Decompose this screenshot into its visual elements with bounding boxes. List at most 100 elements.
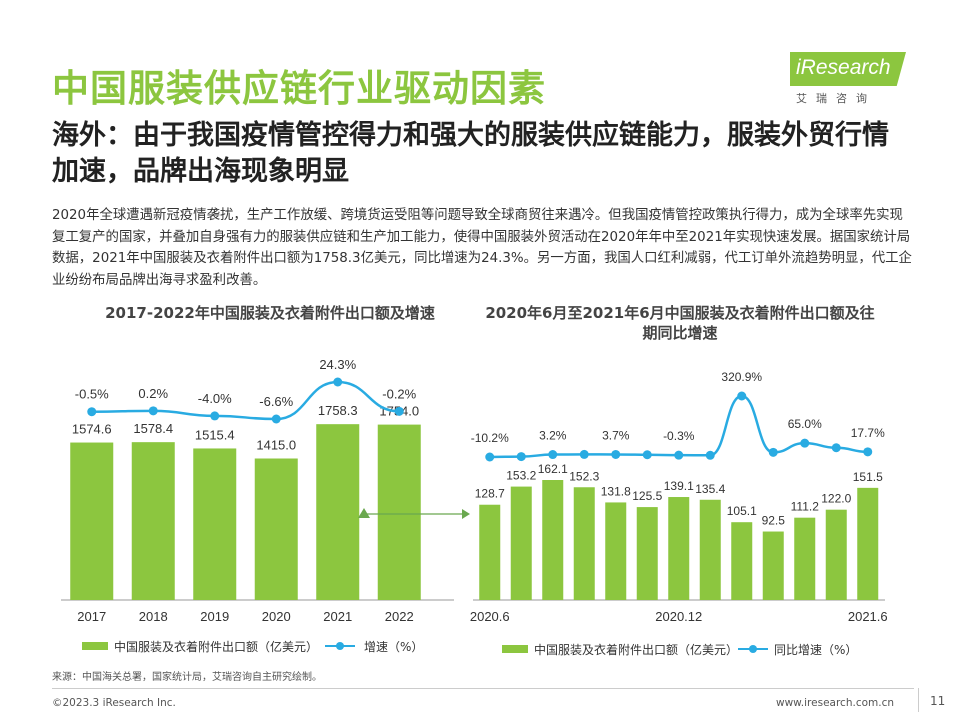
footer-divider — [52, 688, 914, 689]
chart1-growth-label-2022: -0.2% — [382, 386, 416, 401]
chart1-tick-2017: 2017 — [77, 609, 106, 624]
chart1-tick-2020: 2020 — [262, 609, 291, 624]
chart1-growth-point-2018 — [148, 406, 158, 416]
chart2-bar-label-2021.2: 105.1 — [727, 504, 757, 518]
logo-badge — [790, 52, 906, 86]
page-subtitle: 海外：由于我国疫情管控得力和强大的服装供应链能力，服装外贸行情加速，品牌出海现象… — [52, 120, 889, 187]
chart1-title: 2017-2022年中国服装及衣着附件出口额及增速 — [105, 304, 435, 322]
page-number: 11 — [930, 694, 946, 708]
chart2-growth-label-2021.4: 65.0% — [788, 417, 822, 431]
chart2-bar-label-2020.8: 162.1 — [538, 462, 568, 476]
chart2-bar-2021.1 — [699, 499, 721, 600]
source-note: 来源：中国海关总署，国家统计局，艾瑞咨询自主研究绘制。 — [52, 672, 322, 683]
chart2-bar-2021.5 — [825, 509, 847, 600]
chart1-bar-2022 — [377, 424, 421, 600]
chart2-growth-point-2021.5 — [831, 443, 841, 453]
chart2-bar-label-2020.6: 128.7 — [475, 487, 505, 501]
chart1-bar-2017 — [70, 442, 114, 600]
chart1-growth-label-2021: 24.3% — [319, 357, 356, 372]
chart2-bar-2020.11 — [636, 507, 658, 600]
footer-separator — [918, 688, 919, 712]
chart2-bar-2021.6 — [857, 487, 879, 600]
chart2-bar-2020.12 — [668, 497, 690, 600]
chart2-title: 2020年6月至2021年6月中国服装及衣着附件出口额及往期同比增速 — [485, 304, 875, 342]
chart2-bar-2021.4 — [794, 517, 816, 600]
chart1-bar-label-2018: 1578.4 — [133, 421, 173, 436]
chart2-bar-label-2021.4: 111.2 — [791, 500, 820, 514]
chart2-bar-label-2021.3: 92.5 — [762, 514, 786, 528]
chart2-bar-label-2020.11: 125.5 — [632, 489, 662, 503]
chart1-growth-label-2020: -6.6% — [259, 394, 293, 409]
chart2-growth-point-2020.6 — [485, 452, 495, 462]
chart2-growth-point-2020.11 — [642, 450, 652, 460]
iresearch-logo: iResearch 艾瑞咨询 — [790, 52, 912, 108]
chart1-growth-point-2021 — [333, 377, 343, 387]
chart1-growth-label-2019: -4.0% — [198, 391, 232, 406]
chart2-growth-point-2021.2 — [737, 391, 747, 401]
chart2-growth-point-2020.7 — [516, 452, 526, 462]
chart1-bar-2020 — [254, 458, 298, 600]
chart1-tick-2022: 2022 — [385, 609, 414, 624]
chart1-growth-point-2017 — [87, 407, 97, 417]
chart1-tick-2021: 2021 — [323, 609, 352, 624]
logo-text: iResearch — [796, 56, 891, 79]
chart2-bar-label-2020.12: 139.1 — [664, 479, 694, 493]
chart2-tick-2020.6: 2020.6 — [470, 609, 510, 624]
chart1-growth-label-2017: -0.5% — [75, 387, 109, 402]
chart2-growth-point-2021.6 — [863, 447, 873, 457]
chart1-legend-line-marker — [336, 642, 344, 650]
chart2-bar-2020.7 — [510, 486, 532, 600]
chart2-bar-label-2021.1: 135.4 — [695, 482, 725, 496]
chart2-growth-label-2021.6: 17.7% — [851, 426, 885, 440]
chart1-bar-2018 — [131, 442, 175, 600]
chart2-legend-bar-swatch — [502, 645, 528, 653]
chart1-tick-2019: 2019 — [200, 609, 229, 624]
chart1-bar-label-2017: 1574.6 — [72, 422, 112, 437]
chart2-bar-2020.9 — [573, 487, 595, 600]
chart2-growth-point-2020.8 — [548, 450, 558, 460]
chart2-growth-label-2020.12: -0.3% — [663, 429, 695, 443]
chart2-legend-line-label: 同比增速（%） — [774, 643, 857, 657]
chart2-bar-2021.3 — [762, 531, 784, 600]
chart2-bar-label-2021.5: 122.0 — [821, 492, 851, 506]
chart2-legend-bar-label: 中国服装及衣着附件出口额（亿美元） — [534, 642, 738, 657]
chart2-bar-2020.6 — [479, 504, 501, 600]
chart1-tick-2018: 2018 — [139, 609, 168, 624]
chart2-growth-label-2021.2: 320.9% — [721, 370, 762, 384]
chart1-growth-point-2022 — [394, 406, 404, 416]
connector-arrow-end-icon — [462, 509, 470, 519]
logo-subtitle: 艾瑞咨询 — [796, 92, 876, 105]
chart1-growth-point-2019 — [210, 411, 220, 421]
chart1-bar-2019 — [193, 448, 237, 600]
chart1-bar-2021 — [316, 424, 360, 600]
chart2-bar-label-2020.7: 153.2 — [506, 469, 536, 483]
chart1-growth-point-2020 — [271, 414, 281, 424]
chart2-bar-2020.8 — [542, 480, 564, 600]
chart2-bar-2020.10 — [605, 502, 627, 600]
chart1-legend-bar-swatch — [82, 642, 108, 650]
chart1-legend-line-label: 增速（%） — [364, 640, 423, 654]
connector-arrow-start-icon — [358, 508, 370, 518]
chart2-growth-point-2020.12 — [674, 450, 684, 460]
chart2-bar-label-2020.9: 152.3 — [569, 469, 599, 483]
chart1-growth-label-2018: 0.2% — [138, 386, 168, 401]
website-link[interactable]: www.iresearch.com.cn — [776, 697, 895, 709]
chart2-bar-2021.2 — [731, 522, 753, 600]
chart2-growth-point-2020.10 — [611, 449, 621, 459]
body-paragraph: 2020年全球遭遇新冠疫情袭扰，生产工作放缓、跨境货运受阻等问题导致全球商贸往来… — [52, 208, 912, 288]
chart2-growth-point-2021.3 — [768, 447, 778, 457]
chart2-growth-label-2020.8: 3.2% — [539, 429, 567, 443]
chart2-growth-label-2020.10: 3.7% — [602, 428, 630, 442]
chart2-legend-line-marker — [749, 645, 757, 653]
chart1-bar-label-2021: 1758.3 — [318, 403, 358, 418]
chart2-bar-label-2021.6: 151.5 — [853, 470, 883, 484]
chart2-bar-label-2020.10: 131.8 — [601, 484, 631, 498]
page-title: 中国服装供应链行业驱动因素 — [52, 67, 546, 110]
chart2-tick-2020.12: 2020.12 — [655, 609, 702, 624]
copyright: ©2023.3 iResearch Inc. — [52, 697, 176, 709]
chart2-tick-2021.6: 2021.6 — [848, 609, 888, 624]
chart2-growth-label-2020.6: -10.2% — [471, 431, 509, 445]
chart2-growth-point-2020.9 — [579, 449, 589, 459]
chart2-growth-point-2021.1 — [705, 450, 715, 460]
